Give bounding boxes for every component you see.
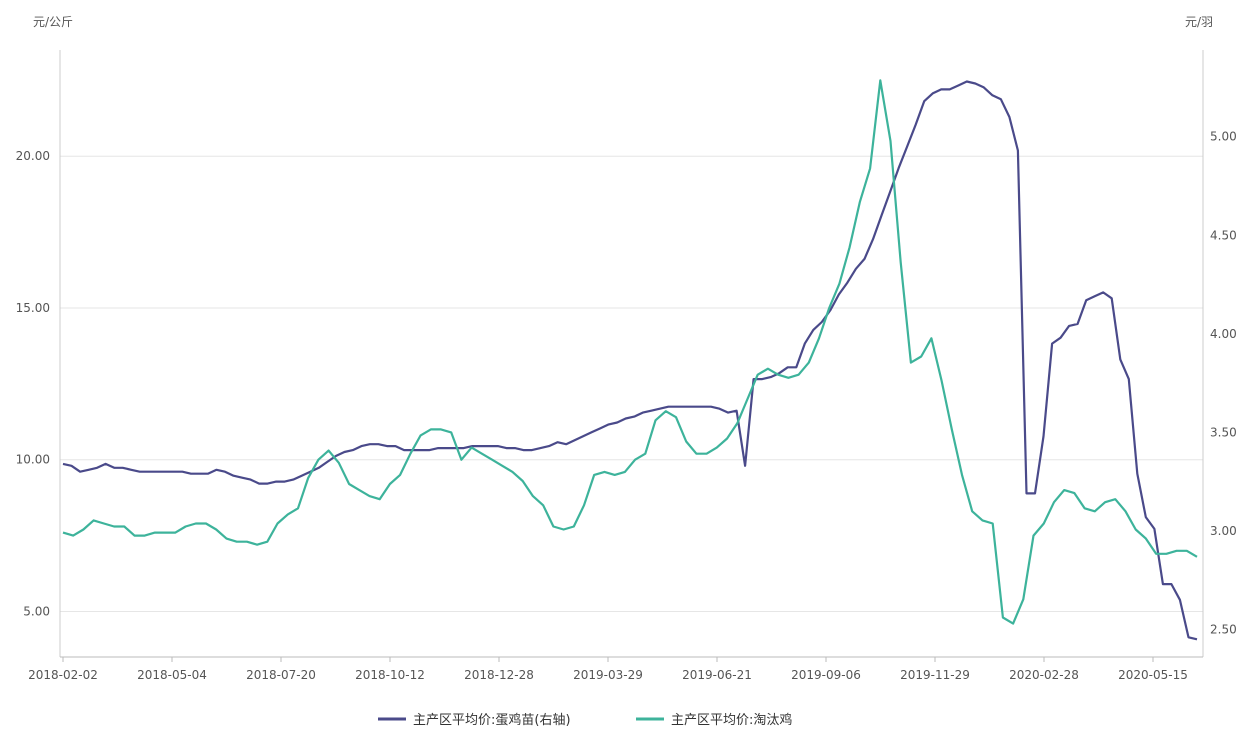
- right-tick-label: 2.50: [1210, 622, 1237, 636]
- x-tick-label: 2018-07-20: [246, 668, 316, 682]
- right-unit-label: 元/羽: [1185, 15, 1213, 29]
- left-unit-label: 元/公斤: [33, 15, 73, 29]
- left-tick-label: 5.00: [23, 604, 50, 618]
- x-tick-label: 2019-11-29: [900, 668, 970, 682]
- legend-label: 主产区平均价:淘汰鸡: [671, 712, 792, 728]
- x-axis-ticks: 2018-02-02 2018-05-04 2018-07-20 2018-10-12…: [28, 657, 1188, 682]
- legend-label: 主产区平均价:蛋鸡苗(右轴): [413, 712, 571, 728]
- grid-lines: [60, 155, 1203, 612]
- right-tick-label: 3.00: [1210, 524, 1237, 538]
- x-tick-label: 2020-05-15: [1118, 668, 1188, 682]
- x-tick-label: 2019-03-29: [573, 668, 643, 682]
- left-tick-label: 20.00: [16, 149, 50, 163]
- right-axis-ticks: 2.50 3.00 3.50 4.00 4.50 5.00: [1210, 130, 1237, 637]
- axes: [59, 50, 1204, 658]
- left-axis-ticks: 5.00 10.00 15.00 20.00: [16, 149, 50, 618]
- series-line-1: [62, 79, 1198, 625]
- left-tick-label: 10.00: [16, 453, 50, 467]
- x-tick-label: 2020-02-28: [1009, 668, 1079, 682]
- series-line-0: [62, 80, 1198, 641]
- legend: 主产区平均价:蛋鸡苗(右轴) 主产区平均价:淘汰鸡: [378, 712, 792, 728]
- x-tick-label: 2019-06-21: [682, 668, 752, 682]
- x-tick-label: 2018-02-02: [28, 668, 98, 682]
- right-tick-label: 5.00: [1210, 130, 1237, 144]
- left-tick-label: 15.00: [16, 301, 50, 315]
- x-tick-label: 2018-10-12: [355, 668, 425, 682]
- right-tick-label: 3.50: [1210, 425, 1237, 439]
- right-tick-label: 4.00: [1210, 327, 1237, 341]
- right-tick-label: 4.50: [1210, 228, 1237, 242]
- x-tick-label: 2018-05-04: [137, 668, 207, 682]
- x-tick-label: 2018-12-28: [464, 668, 534, 682]
- series-lines: [62, 79, 1198, 641]
- x-tick-label: 2019-09-06: [791, 668, 861, 682]
